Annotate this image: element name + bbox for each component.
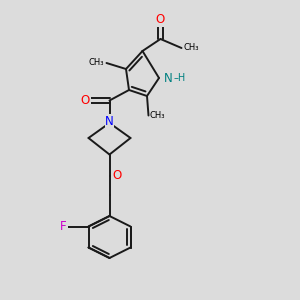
Text: CH₃: CH₃ <box>88 58 104 67</box>
Text: –H: –H <box>174 73 186 83</box>
Text: O: O <box>156 13 165 26</box>
Text: F: F <box>60 220 67 233</box>
Text: N: N <box>105 115 114 128</box>
Text: N: N <box>164 71 172 85</box>
Text: O: O <box>112 169 122 182</box>
Text: O: O <box>81 94 90 107</box>
Text: CH₃: CH₃ <box>183 44 199 52</box>
Text: CH₃: CH₃ <box>150 111 166 120</box>
